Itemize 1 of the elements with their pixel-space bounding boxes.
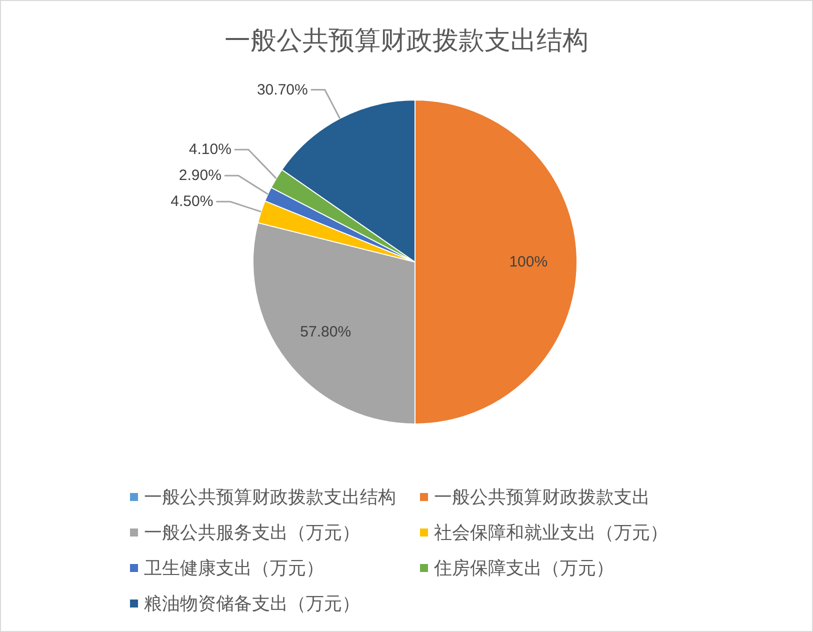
title: 一般公共预算财政拨款支出结构 — [224, 25, 588, 55]
